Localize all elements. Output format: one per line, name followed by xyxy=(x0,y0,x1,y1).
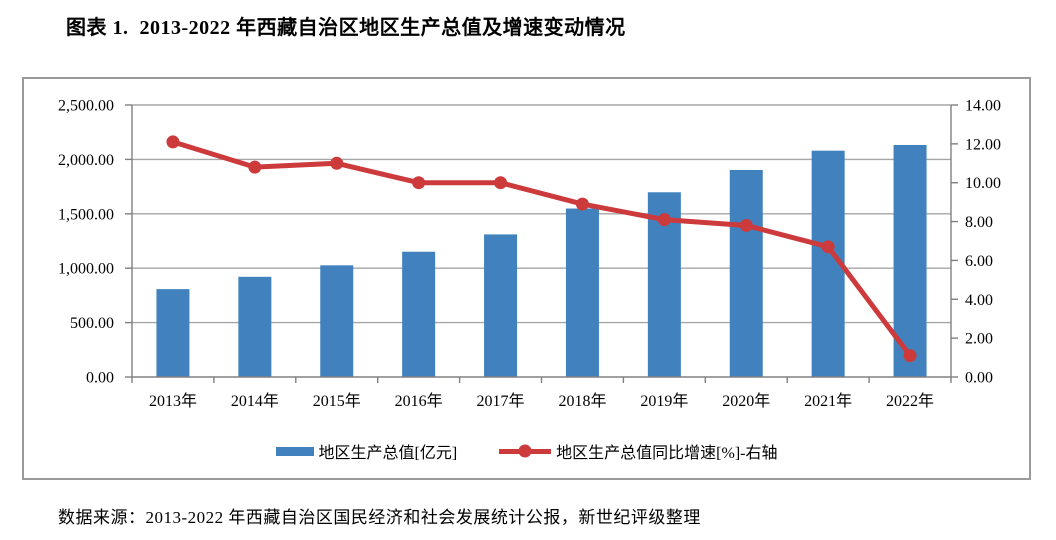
gdp-bar-2013年 xyxy=(156,289,190,377)
growth-point-2014年 xyxy=(248,160,262,174)
x-category-label: 2016年 xyxy=(395,392,443,410)
right-axis-tick-label: 14.00 xyxy=(965,98,1001,115)
left-axis-tick-label: 1,500.00 xyxy=(58,206,114,223)
growth-point-2020年 xyxy=(739,218,753,232)
growth-point-2015年 xyxy=(330,156,344,170)
growth-point-2021年 xyxy=(821,240,835,254)
x-category-label: 2015年 xyxy=(313,392,361,410)
left-axis-tick-label: 0.00 xyxy=(86,370,114,387)
right-axis-tick-label: 4.00 xyxy=(965,292,993,309)
right-axis-tick-label: 0.00 xyxy=(965,370,993,387)
growth-line xyxy=(172,139,913,358)
right-axis-tick-label: 10.00 xyxy=(965,175,1001,192)
left-axis-tick-label: 1,000.00 xyxy=(58,261,114,278)
legend-item-gdp: 地区生产总值[亿元] xyxy=(275,439,458,463)
x-category-label: 2020年 xyxy=(722,392,770,410)
chart-container: 2,500.00 2,000.00 1,500.00 1,000.00 500.00 0.… xyxy=(22,77,1031,480)
gdp-bar-2017年 xyxy=(484,234,518,377)
gdp-bar-2015年 xyxy=(320,265,354,377)
gdp-bar-2020年 xyxy=(729,169,763,377)
growth-point-2019年 xyxy=(657,213,671,227)
right-axis-tick-label: 6.00 xyxy=(965,253,993,270)
x-category-label: 2018年 xyxy=(558,392,606,410)
legend-item-growth: 地区生产总值同比增速[%]-右轴 xyxy=(499,439,778,463)
growth-point-2018年 xyxy=(575,197,589,211)
x-category-label: 2022年 xyxy=(886,392,934,410)
left-axis-tick-label: 2,000.00 xyxy=(58,152,114,169)
left-axis-tick-label: 500.00 xyxy=(70,315,114,332)
legend: 地区生产总值[亿元] 地区生产总值同比增速[%]-右轴 xyxy=(24,439,1029,463)
growth-point-2017年 xyxy=(494,176,508,190)
data-source: 数据来源：2013-2022 年西藏自治区国民经济和社会发展统计公报，新世纪评级… xyxy=(58,508,701,527)
chart-title: 图表 1. 2013-2022 年西藏自治区地区生产总值及增速变动情况 xyxy=(66,17,626,39)
legend-line-swatch xyxy=(499,444,552,458)
x-category-label: 2017年 xyxy=(477,392,525,410)
x-category-label: 2013年 xyxy=(149,392,197,410)
combo-chart: 2,500.00 2,000.00 1,500.00 1,000.00 500.00 0.… xyxy=(58,98,1001,411)
x-category-label: 2019年 xyxy=(640,392,688,410)
x-category-label: 2021年 xyxy=(804,392,852,410)
legend-label-growth: 地区生产总值同比增速[%]-右轴 xyxy=(556,445,778,462)
gdp-bar-2018年 xyxy=(565,208,599,377)
gdp-bar-2014年 xyxy=(238,276,272,377)
legend-line-dot xyxy=(518,444,532,458)
x-category-label: 2014年 xyxy=(231,392,279,410)
right-axis-tick-label: 8.00 xyxy=(965,214,993,231)
growth-point-2022年 xyxy=(903,349,917,363)
gdp-bar-2016年 xyxy=(402,251,436,377)
left-axis-tick-label: 2,500.00 xyxy=(58,98,114,115)
growth-point-2013年 xyxy=(166,135,180,149)
right-axis-tick-label: 12.00 xyxy=(965,136,1001,153)
legend-bar-swatch xyxy=(275,446,314,456)
right-axis-tick-label: 2.00 xyxy=(965,331,993,348)
legend-label-gdp: 地区生产总值[亿元] xyxy=(318,445,458,462)
growth-point-2016年 xyxy=(412,176,426,190)
